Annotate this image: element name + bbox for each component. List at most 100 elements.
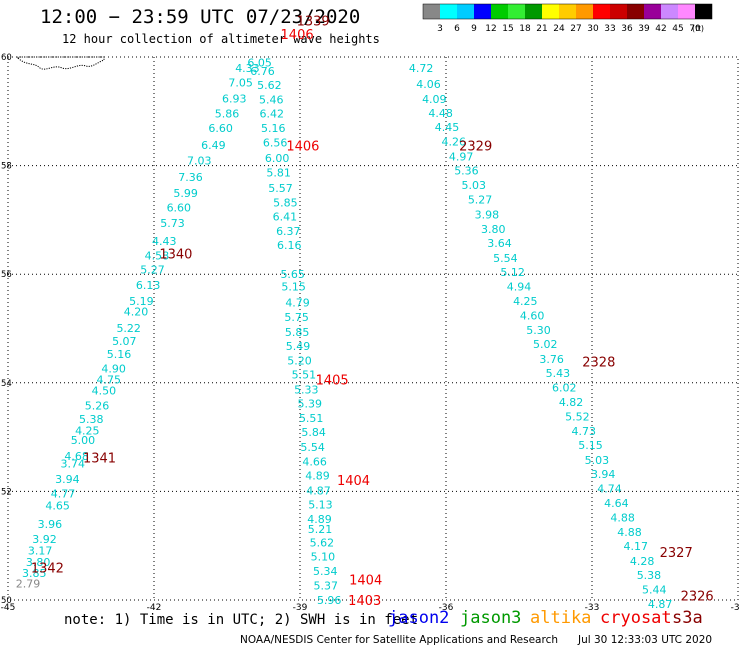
swh-value: 4.74 xyxy=(597,483,622,496)
swh-value: 4.73 xyxy=(571,425,596,438)
swh-value: 5.52 xyxy=(565,410,590,423)
colorbar-frame xyxy=(422,3,713,20)
swh-value: 5.15 xyxy=(578,439,603,452)
time-label: 1404 xyxy=(337,474,370,489)
plot-frame xyxy=(7,56,739,601)
legend-altika: altika xyxy=(530,608,592,628)
colorbar-label: 30 xyxy=(587,24,599,34)
legend-jason3: jason3 xyxy=(460,608,522,628)
x-tick-label: -30 xyxy=(731,603,740,613)
swh-value: 4.90 xyxy=(101,363,126,376)
swh-value: 4.77 xyxy=(51,488,76,501)
colorbar-swatch xyxy=(542,4,559,19)
colorbar-label: 33 xyxy=(604,24,615,34)
swh-value: 6.76 xyxy=(250,65,275,78)
time-label: 1403 xyxy=(348,594,381,609)
swh-value: 3.98 xyxy=(475,208,500,221)
colorbar-swatch xyxy=(576,4,593,19)
time-label: 2326 xyxy=(681,590,714,605)
swh-value: 3.80 xyxy=(26,556,51,569)
swh-value: 4.66 xyxy=(302,456,327,469)
swh-value: 5.57 xyxy=(268,182,293,195)
legend-cryosat: cryosat xyxy=(600,608,672,628)
swh-value: 5.85 xyxy=(273,197,298,210)
swh-value: 2.79 xyxy=(16,578,41,591)
chart-subtitle: 12 hour collection of altimeter wave hei… xyxy=(62,32,380,46)
swh-value: 4.82 xyxy=(559,396,584,409)
colorbar-swatch xyxy=(440,4,457,19)
colorbar-label: 70 xyxy=(689,24,701,34)
swh-value: 5.86 xyxy=(215,107,240,120)
swh-value: 3.76 xyxy=(539,353,564,366)
swh-value: 5.38 xyxy=(79,413,104,426)
swh-value: 4.64 xyxy=(604,497,629,510)
colorbar-label: 12 xyxy=(485,24,496,34)
colorbar-swatch xyxy=(525,4,542,19)
legend-jason2: jason2 xyxy=(388,608,450,628)
x-tick-label: -42 xyxy=(147,603,162,613)
y-tick-label: 56 xyxy=(1,270,12,280)
colorbar-label: 3 xyxy=(437,24,443,34)
swh-value: 3.96 xyxy=(38,518,63,531)
swh-value: 5.02 xyxy=(533,338,558,351)
swh-value: 5.07 xyxy=(112,335,137,348)
swh-value: 4.88 xyxy=(617,526,642,539)
swh-value: 5.73 xyxy=(160,217,185,230)
y-tick-label: 58 xyxy=(1,162,12,172)
swh-value: 3.92 xyxy=(32,533,57,546)
swh-value: 5.16 xyxy=(261,122,286,135)
swh-value: 5.44 xyxy=(642,584,667,597)
swh-value: 5.10 xyxy=(311,551,336,564)
time-label: 1342 xyxy=(31,561,64,576)
swh-value: 5.27 xyxy=(140,263,165,276)
swh-value: 4.06 xyxy=(416,78,441,91)
time-label: 1339 xyxy=(297,15,330,30)
x-tick-label: -36 xyxy=(439,603,454,613)
legend-s3a: s3a xyxy=(672,608,703,628)
swh-value: 5.62 xyxy=(257,79,282,92)
swh-value: 4.88 xyxy=(610,511,635,524)
swh-value: 6.49 xyxy=(201,139,226,152)
swh-value: 4.87 xyxy=(648,598,673,611)
colorbar-label: 18 xyxy=(519,24,531,34)
swh-value: 5.15 xyxy=(281,281,306,294)
swh-value: 5.54 xyxy=(300,441,325,454)
swh-value: 5.34 xyxy=(313,565,338,578)
swh-value: 5.46 xyxy=(259,93,284,106)
colorbar-swatch xyxy=(593,4,610,19)
page-title: 12:00 − 23:59 UTC 07/23/2020 xyxy=(40,6,361,28)
colorbar-swatch xyxy=(474,4,491,19)
swh-value: 4.50 xyxy=(92,384,117,397)
swh-value: 5.20 xyxy=(287,355,312,368)
swh-value: 4.28 xyxy=(630,555,655,568)
time-label: 1406 xyxy=(286,140,319,155)
swh-value: 4.97 xyxy=(449,150,474,163)
swh-value: 5.75 xyxy=(284,311,309,324)
swh-value: 5.96 xyxy=(317,594,342,607)
colorbar-label: 42 xyxy=(655,24,666,34)
swh-value: 5.37 xyxy=(314,579,339,592)
swh-value: 5.65 xyxy=(280,268,305,281)
time-label: 1404 xyxy=(349,573,382,588)
swh-value: 6.16 xyxy=(277,239,302,252)
swh-value: 4.68 xyxy=(64,450,89,463)
swh-value: 3.85 xyxy=(22,567,47,580)
swh-value: 4.94 xyxy=(507,281,532,294)
swh-value: 5.26 xyxy=(85,400,110,413)
swh-value: 4.48 xyxy=(428,107,453,120)
swh-value: 4.33 xyxy=(235,62,260,75)
colorbar-label: 36 xyxy=(621,24,633,34)
swh-value: 4.89 xyxy=(307,513,332,526)
swh-value: 5.30 xyxy=(526,324,551,337)
swh-value: 5.13 xyxy=(308,498,333,511)
swh-value: 4.79 xyxy=(285,296,310,309)
swh-value: 6.60 xyxy=(208,122,233,135)
swh-value: 5.54 xyxy=(493,252,518,265)
colorbar-swatch xyxy=(559,4,576,19)
colorbar-swatch xyxy=(457,4,474,19)
swh-value: 6.42 xyxy=(260,107,285,120)
swh-value: 5.62 xyxy=(310,536,335,549)
colorbar-swatch xyxy=(423,4,440,19)
x-tick-label: -45 xyxy=(1,603,16,613)
